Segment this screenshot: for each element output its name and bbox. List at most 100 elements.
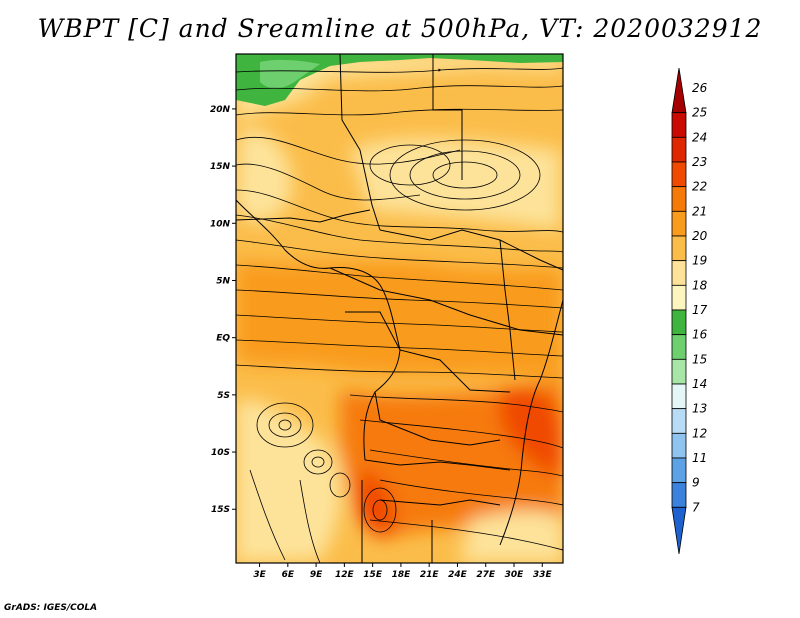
colorbar-label: 11 — [692, 451, 707, 465]
longitude-axis: 3E 6E 9E 12E 15E 18E 21E 24E 27E 30E 33E — [253, 563, 552, 580]
colorbar-cap-bottom — [671, 506, 687, 555]
colorbar-label: 22 — [692, 180, 707, 194]
shade-north-light-green — [260, 59, 320, 89]
border — [379, 499, 501, 506]
coastline — [499, 299, 563, 546]
lon-tick-label: 12E — [335, 570, 355, 580]
streamline — [299, 479, 321, 563]
colorbar-segment — [671, 136, 687, 163]
lat-tick-label: EQ — [216, 334, 230, 344]
streamline — [349, 394, 563, 413]
grads-credit: GrADS: IGES/COLA — [4, 603, 98, 613]
shade-sahel-pale — [350, 138, 560, 230]
map-title: WBPT [C] and Sreamline at 500hPa, VT: 20… — [37, 14, 763, 43]
shade-east-hot — [500, 387, 563, 480]
colorbar-label: 13 — [692, 402, 707, 416]
streamline — [236, 85, 563, 92]
lon-tick-label: 24E — [448, 570, 468, 580]
lat-tick-label: 20N — [210, 105, 231, 115]
wbpt-shading — [236, 54, 563, 563]
anticyclone-ring — [409, 150, 521, 200]
colorbar-segment — [671, 334, 687, 360]
lon-tick-label: 18E — [392, 570, 412, 580]
anticyclone-ring — [369, 144, 451, 186]
vortex-ring — [311, 456, 325, 468]
colorbar-segment — [671, 112, 687, 138]
colorbar-segment — [671, 432, 687, 459]
border — [339, 54, 381, 231]
shade-north-green — [236, 54, 563, 106]
colorbar: 26 25 24 23 22 21 20 19 18 17 16 15 14 13 12 11 9 7 — [671, 67, 708, 555]
colorbar-segment — [671, 186, 687, 212]
boundaries — [236, 54, 563, 563]
shade-southwest-pale — [236, 399, 341, 563]
lon-tick-label: 9E — [310, 570, 323, 580]
border — [329, 267, 563, 336]
lon-tick-label: 27E — [476, 570, 496, 580]
streamline — [369, 449, 563, 477]
streamline — [236, 364, 563, 379]
lon-tick-label: 30E — [505, 570, 525, 580]
colorbar-label: 20 — [692, 229, 708, 243]
streamline — [236, 214, 563, 253]
streamlines — [236, 67, 563, 563]
colorbar-label: 17 — [692, 303, 708, 317]
streamline — [236, 67, 563, 73]
border — [379, 229, 563, 271]
lat-tick-label: 10S — [211, 448, 230, 458]
vortex-ring — [303, 449, 333, 475]
colorbar-segment — [671, 260, 687, 286]
colorbar-cap-top — [671, 67, 687, 114]
streamline — [379, 479, 563, 506]
streamline — [236, 339, 563, 357]
colorbar-segment — [671, 309, 687, 336]
lat-tick-label: 15S — [211, 505, 230, 515]
lon-tick-label: 33E — [533, 570, 553, 580]
lon-tick-label: 15E — [363, 570, 383, 580]
anticyclone-ring — [389, 139, 541, 211]
border — [364, 459, 511, 471]
lat-tick-label: 5N — [216, 276, 230, 286]
latitude-axis: 20N 15N 10N 5N EQ 5S 10S 15S — [210, 105, 236, 515]
vortex-ring — [256, 402, 314, 448]
vortex-ring — [329, 472, 351, 498]
colorbar-segment — [671, 482, 687, 508]
colorbar-segment — [671, 161, 687, 188]
colorbar-segment — [671, 210, 687, 237]
colorbar-segment — [671, 408, 687, 434]
streamline — [236, 289, 563, 309]
streamline — [359, 419, 563, 449]
colorbar-label: 24 — [692, 130, 707, 144]
colorbar-label: 19 — [692, 254, 707, 268]
streamline — [236, 108, 563, 116]
streamline — [249, 469, 286, 561]
streamline — [236, 239, 563, 269]
shade-equator-orange — [236, 260, 563, 380]
lon-tick-label: 21E — [420, 570, 440, 580]
map-frame — [235, 53, 564, 564]
border — [345, 311, 511, 393]
colorbar-label: 14 — [692, 377, 707, 391]
colorbar-label: 23 — [692, 155, 707, 169]
border — [236, 209, 371, 223]
lon-tick-label: 3E — [253, 570, 266, 580]
colorbar-label: 15 — [692, 352, 707, 366]
colorbar-segment — [671, 284, 687, 311]
colorbar-label: 18 — [692, 278, 708, 292]
streamline — [236, 163, 421, 201]
colorbar-label: 21 — [692, 204, 707, 218]
colorbar-label: 26 — [692, 81, 708, 95]
colorbar-segment — [671, 457, 687, 484]
vortex-ring — [268, 412, 302, 438]
colorbar-segment — [671, 235, 687, 262]
lon-tick-label: 6E — [282, 570, 295, 580]
border — [499, 239, 516, 381]
vortex-ring — [278, 419, 292, 431]
vortex-ring — [363, 487, 397, 533]
lat-tick-label: 10N — [210, 219, 231, 229]
anticyclone-ring — [432, 161, 498, 189]
shade-southeast-pale — [460, 510, 563, 563]
colorbar-segment — [671, 383, 687, 410]
border — [374, 391, 501, 446]
